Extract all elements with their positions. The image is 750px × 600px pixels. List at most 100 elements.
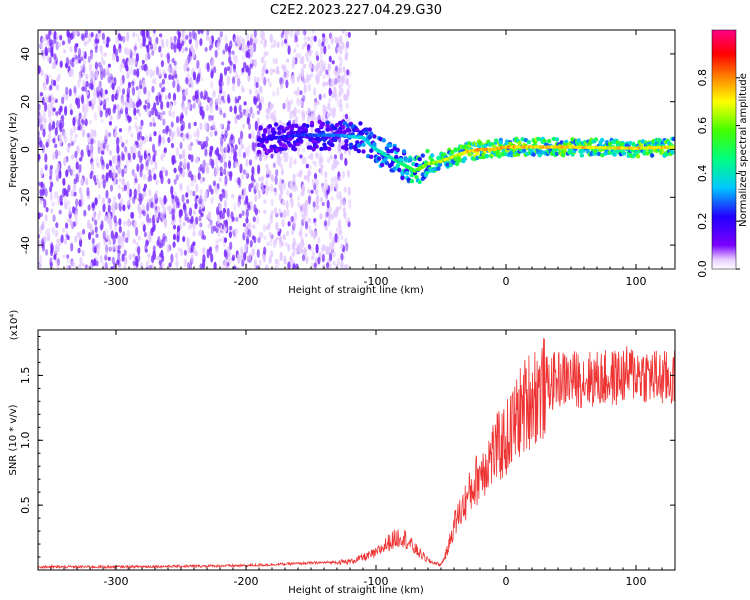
noise-speckle <box>293 106 297 116</box>
noise-speckle <box>283 255 287 265</box>
noise-speckle <box>40 181 44 189</box>
noise-speckle <box>78 163 82 173</box>
ridge-band-cell <box>342 121 347 126</box>
noise-speckle <box>247 67 251 77</box>
noise-speckle <box>346 69 350 76</box>
noise-speckle <box>145 30 149 38</box>
noise-speckle <box>130 145 134 155</box>
noise-speckle <box>101 174 105 180</box>
noise-speckle <box>243 61 247 69</box>
noise-speckle <box>73 87 77 97</box>
noise-speckle <box>176 30 180 35</box>
noise-speckle <box>112 155 116 161</box>
noise-speckle <box>133 45 137 52</box>
noise-speckle <box>186 216 190 223</box>
noise-speckle <box>77 247 81 254</box>
noise-speckle <box>150 196 155 202</box>
snr-multiplier: (x10⁴) <box>9 310 20 341</box>
noise-speckle <box>266 167 270 176</box>
noise-speckle <box>260 175 265 182</box>
noise-speckle <box>82 59 87 66</box>
noise-speckle <box>167 92 172 100</box>
noise-speckle <box>210 80 214 90</box>
ridge-band-cell <box>526 139 532 145</box>
noise-speckle <box>123 265 127 269</box>
noise-speckle <box>74 133 78 138</box>
ridge-band-cell <box>277 130 282 136</box>
noise-speckle <box>188 153 192 160</box>
noise-speckle <box>195 195 199 199</box>
noise-speckle <box>201 110 205 120</box>
noise-speckle <box>52 137 56 144</box>
noise-speckle <box>126 92 130 102</box>
noise-speckle <box>217 93 221 101</box>
noise-speckle <box>200 143 205 150</box>
noise-speckle <box>127 58 131 66</box>
noise-speckle <box>325 211 329 218</box>
noise-speckle <box>292 220 297 229</box>
noise-speckle <box>86 132 90 138</box>
noise-speckle <box>340 252 344 261</box>
noise-speckle <box>285 79 289 89</box>
noise-speckle <box>59 60 63 68</box>
ridge-band-cell <box>364 127 369 132</box>
noise-speckle <box>172 224 177 230</box>
ridge-band-cell <box>367 134 372 140</box>
noise-speckle <box>293 38 297 44</box>
noise-speckle <box>130 211 135 219</box>
noise-speckle <box>164 169 169 177</box>
noise-speckle <box>306 73 310 84</box>
noise-speckle <box>120 105 124 112</box>
noise-speckle <box>209 100 213 110</box>
noise-speckle <box>330 196 334 201</box>
noise-speckle <box>131 86 136 96</box>
noise-speckle <box>328 97 332 103</box>
noise-speckle <box>165 38 169 48</box>
noise-speckle <box>345 78 349 86</box>
noise-speckle <box>201 145 205 150</box>
ridge-band-cell <box>600 137 605 143</box>
noise-speckle <box>162 233 166 242</box>
noise-speckle <box>56 258 61 266</box>
noise-speckle <box>153 149 157 157</box>
noise-speckle <box>240 143 244 150</box>
noise-speckle <box>220 139 224 145</box>
noise-speckle <box>88 82 92 90</box>
noise-speckle <box>138 65 143 71</box>
noise-speckle <box>100 177 104 185</box>
noise-speckle <box>146 213 150 223</box>
noise-speckle <box>68 70 72 78</box>
noise-speckle <box>83 41 88 47</box>
noise-speckle <box>207 223 211 229</box>
noise-speckle <box>151 70 156 77</box>
noise-speckle <box>291 184 295 192</box>
noise-speckle <box>181 169 185 178</box>
noise-speckle <box>58 209 62 215</box>
noise-speckle <box>118 43 122 54</box>
noise-speckle <box>143 86 147 94</box>
noise-speckle <box>287 261 291 269</box>
noise-speckle <box>150 159 154 166</box>
noise-speckle <box>65 169 69 178</box>
noise-speckle <box>73 178 77 185</box>
ridge-band-cell <box>294 123 299 128</box>
noise-speckle <box>184 106 188 116</box>
noise-speckle <box>307 244 311 250</box>
noise-speckle <box>233 105 237 115</box>
noise-speckle <box>283 38 288 44</box>
noise-speckle <box>95 70 99 80</box>
noise-speckle <box>53 34 57 45</box>
noise-speckle <box>133 172 137 179</box>
noise-speckle <box>210 68 214 78</box>
noise-speckle <box>324 194 329 203</box>
noise-speckle <box>69 109 73 116</box>
noise-speckle <box>100 155 104 164</box>
noise-speckle <box>115 137 120 147</box>
noise-speckle <box>200 30 204 34</box>
noise-speckle <box>147 52 151 60</box>
noise-speckle <box>177 247 181 253</box>
noise-speckle <box>321 253 325 263</box>
noise-speckle <box>290 198 294 208</box>
noise-speckle <box>313 221 317 227</box>
noise-speckle <box>324 171 328 179</box>
